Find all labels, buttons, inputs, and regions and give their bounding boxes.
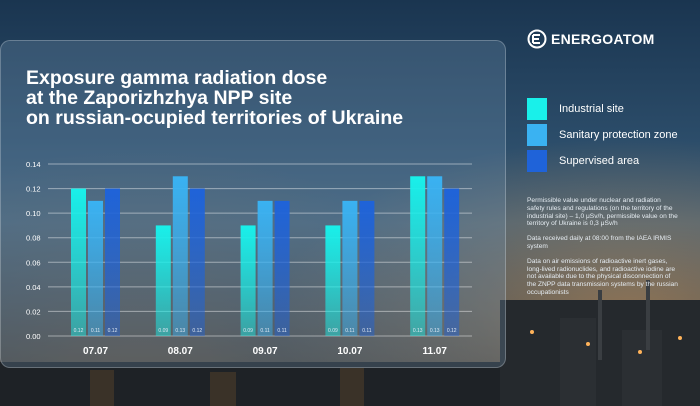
bar [359,200,375,336]
notes: Permissible value under nuclear and radi… [527,197,700,304]
x-tick-label: 08.07 [168,346,193,357]
y-tick-label: 0.10 [26,209,41,218]
legend: Industrial site Sanitary protection zone… [527,98,678,176]
bar-value-label: 0.12 [447,328,457,334]
bar-value-label: 0.13 [413,328,423,334]
y-tick-label: 0.12 [26,185,41,194]
title-line-1: Exposure gamma radiation dose [26,67,328,89]
chart-title: Exposure gamma radiation dose at the Zap… [26,68,466,128]
x-tick-label: 10.07 [337,346,362,357]
y-tick-label: 0.08 [26,234,41,243]
x-tick-label: 07.07 [83,346,108,357]
note-emissions-unavailable: Data on air emissions of radioactive ine… [527,257,678,296]
bar-value-label: 0.11 [260,328,270,334]
bar-chart: 0.00 0.02 0.04 0.06 0.08 0.10 0.12 0.14 0.12 0.11… [26,160,472,357]
bar-value-label: 0.12 [74,328,84,334]
x-tick-label: 09.07 [253,346,278,357]
brand-logo: ENERGOATOM [527,29,655,49]
bar-value-label: 0.09 [158,328,168,334]
legend-label-sanitary-protection-zone: Sanitary protection zone [559,129,678,141]
bar-value-label: 0.09 [243,328,253,334]
bar [105,188,120,336]
legend-item-supervised-area: Supervised area [527,150,678,172]
bar [88,200,103,336]
x-tick-label: 11.07 [422,346,447,357]
bar-value-label: 0.12 [192,328,202,334]
note-data-source: Data received daily at 08:00 from the IA… [527,235,672,250]
bar-value-label: 0.11 [91,328,101,334]
bar-value-label: 0.11 [345,328,355,334]
bar [410,176,426,336]
bar [155,225,171,336]
legend-swatch-supervised-area [527,150,547,172]
bar [172,176,188,336]
bar-value-label: 0.11 [362,328,372,334]
legend-swatch-industrial-site [527,98,547,120]
legend-swatch-sanitary-protection-zone [527,124,547,146]
title-line-3: on russian-ocupied territories of Ukrain… [26,107,404,129]
bar [325,225,341,336]
bar-value-label: 0.09 [328,328,338,334]
bar [427,176,443,336]
bar-value-label: 0.13 [175,328,185,334]
title-line-2: at the Zaporizhzhya NPP site [26,87,293,109]
bar [189,188,205,336]
legend-label-supervised-area: Supervised area [559,155,640,167]
note-permissible-value: Permissible value under nuclear and radi… [527,197,678,228]
legend-label-industrial-site: Industrial site [559,103,624,115]
bar-value-label: 0.11 [277,328,287,334]
bar [240,225,256,336]
y-tick-label: 0.02 [26,307,41,316]
y-tick-label: 0.00 [26,332,41,341]
bar [71,188,86,336]
brand-name: ENERGOATOM [551,31,655,47]
y-tick-label: 0.04 [26,283,41,292]
y-tick-label: 0.14 [26,160,41,169]
energoatom-icon [527,29,547,49]
bar-value-label: 0.12 [108,328,118,334]
y-tick-label: 0.06 [26,258,41,267]
bar [444,188,460,336]
bar [342,200,358,336]
bar [274,200,290,336]
legend-item-sanitary-protection-zone: Sanitary protection zone [527,124,678,146]
legend-item-industrial-site: Industrial site [527,98,678,120]
bar-value-label: 0.13 [430,328,440,334]
bar [257,200,273,336]
